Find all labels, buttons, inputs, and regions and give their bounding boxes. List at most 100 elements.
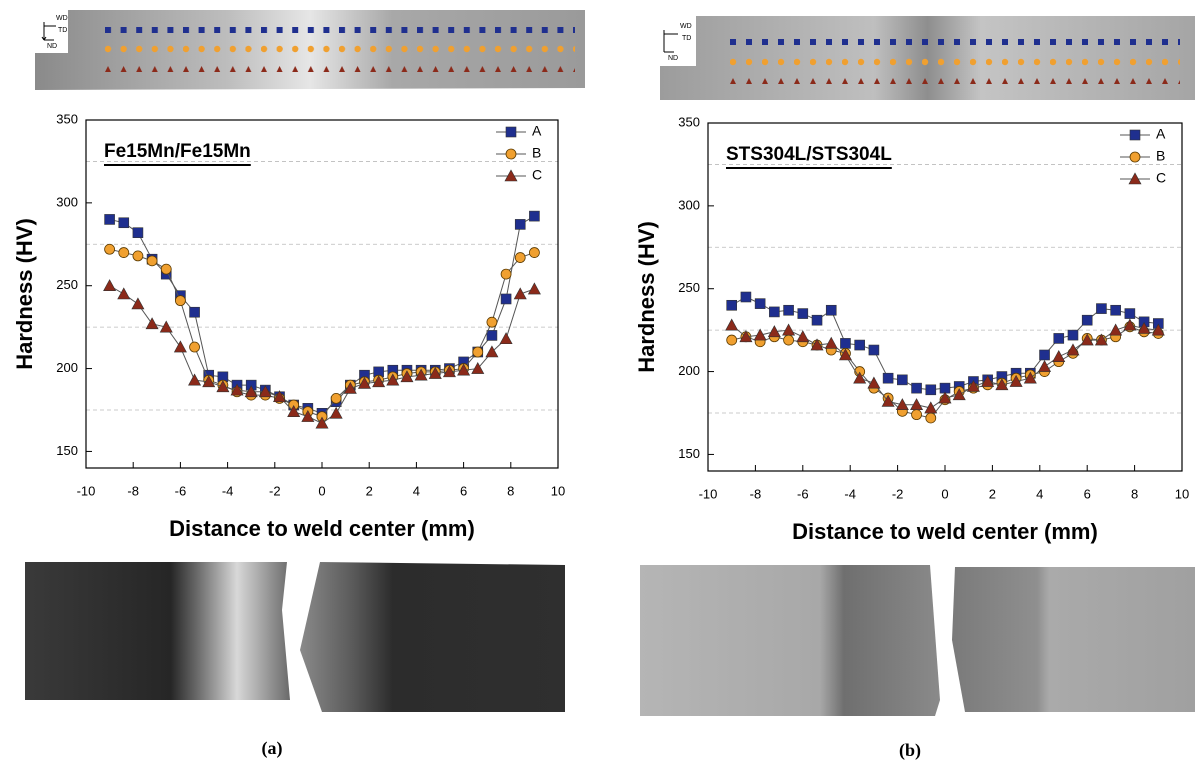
marker <box>500 268 512 280</box>
x-tick-label: -10 <box>699 486 718 501</box>
x-axis-label: Distance to weld center (mm) <box>169 516 475 541</box>
marker <box>372 375 386 388</box>
marker <box>810 338 824 351</box>
marker <box>118 217 130 229</box>
marker <box>146 255 158 267</box>
orientation-label: TD <box>682 35 691 42</box>
marker <box>131 297 145 310</box>
marker <box>840 338 851 349</box>
marker <box>895 398 909 411</box>
orientation-label: ND <box>47 43 57 50</box>
marker <box>811 314 823 326</box>
legend-label: A <box>1156 126 1166 142</box>
marker <box>529 210 540 222</box>
marker <box>1110 304 1121 316</box>
marker <box>868 344 880 356</box>
marker <box>160 263 172 275</box>
marker <box>783 334 794 346</box>
marker <box>1038 359 1052 372</box>
marker <box>1023 371 1037 384</box>
bottom-photo-b-left <box>640 565 940 716</box>
chart-title: Fe15Mn/Fe15Mn <box>104 141 251 162</box>
marker <box>202 375 216 388</box>
x-tick-label: -6 <box>797 486 809 501</box>
marker <box>726 299 738 311</box>
y-tick-label: 300 <box>678 197 700 212</box>
marker <box>343 381 357 394</box>
marker <box>457 363 471 376</box>
y-tick-label: 150 <box>56 443 78 458</box>
orientation-label: WD <box>680 23 692 30</box>
marker <box>910 398 924 411</box>
marker <box>753 328 767 341</box>
legend-marker <box>1128 172 1142 185</box>
x-tick-label: 2 <box>989 486 996 501</box>
marker <box>1066 343 1080 356</box>
legend-label: A <box>532 123 542 139</box>
series-line <box>109 248 535 418</box>
marker <box>118 247 130 258</box>
x-tick-label: 10 <box>551 483 565 498</box>
marker <box>486 316 498 328</box>
marker <box>1081 314 1093 326</box>
marker <box>925 384 937 396</box>
marker <box>485 345 499 358</box>
marker <box>400 370 414 383</box>
marker <box>1123 318 1137 331</box>
marker <box>867 376 881 389</box>
marker <box>881 394 895 407</box>
x-axis-label: Distance to weld center (mm) <box>792 519 1098 544</box>
marker <box>854 339 865 351</box>
y-tick-label: 150 <box>678 446 700 461</box>
marker <box>132 227 144 238</box>
marker <box>769 306 780 318</box>
marker <box>258 385 272 398</box>
series-line <box>731 296 1159 391</box>
marker <box>499 332 513 345</box>
marker <box>230 383 244 396</box>
bottom-photo-b-right <box>952 567 1195 712</box>
y-tick-label: 250 <box>678 280 700 295</box>
marker <box>767 325 781 338</box>
marker <box>514 252 526 263</box>
marker <box>825 304 837 316</box>
legend-label: B <box>532 145 541 161</box>
marker <box>273 390 287 403</box>
marker <box>725 318 739 331</box>
y-axis-label: Hardness (HV) <box>12 218 37 370</box>
marker <box>104 214 115 225</box>
marker <box>145 317 159 330</box>
marker <box>357 376 371 389</box>
x-tick-label: -6 <box>175 483 187 498</box>
marker <box>726 334 738 346</box>
x-tick-label: 0 <box>318 483 325 498</box>
marker <box>104 243 115 255</box>
marker <box>782 323 796 336</box>
marker <box>925 412 937 424</box>
y-tick-label: 200 <box>678 363 700 378</box>
marker <box>1053 333 1065 344</box>
y-tick-label: 200 <box>56 360 78 375</box>
marker <box>330 392 342 404</box>
marker <box>189 306 200 318</box>
y-tick-label: 250 <box>56 277 78 292</box>
marker <box>173 340 187 353</box>
marker <box>1080 333 1094 346</box>
bottom-photo-a-left <box>25 562 290 700</box>
marker <box>911 382 922 394</box>
x-tick-label: 10 <box>1175 486 1189 501</box>
x-tick-label: 8 <box>507 483 514 498</box>
marker <box>1109 323 1123 336</box>
marker <box>824 336 838 349</box>
series-line <box>109 215 535 414</box>
marker <box>853 371 867 384</box>
marker <box>159 320 173 333</box>
x-tick-label: 2 <box>366 483 373 498</box>
marker <box>471 361 485 374</box>
legend-label: C <box>532 167 542 183</box>
marker <box>117 287 131 300</box>
marker <box>796 330 810 343</box>
marker <box>911 409 922 421</box>
marker <box>1151 323 1165 336</box>
orientation-label: ND <box>668 55 678 62</box>
